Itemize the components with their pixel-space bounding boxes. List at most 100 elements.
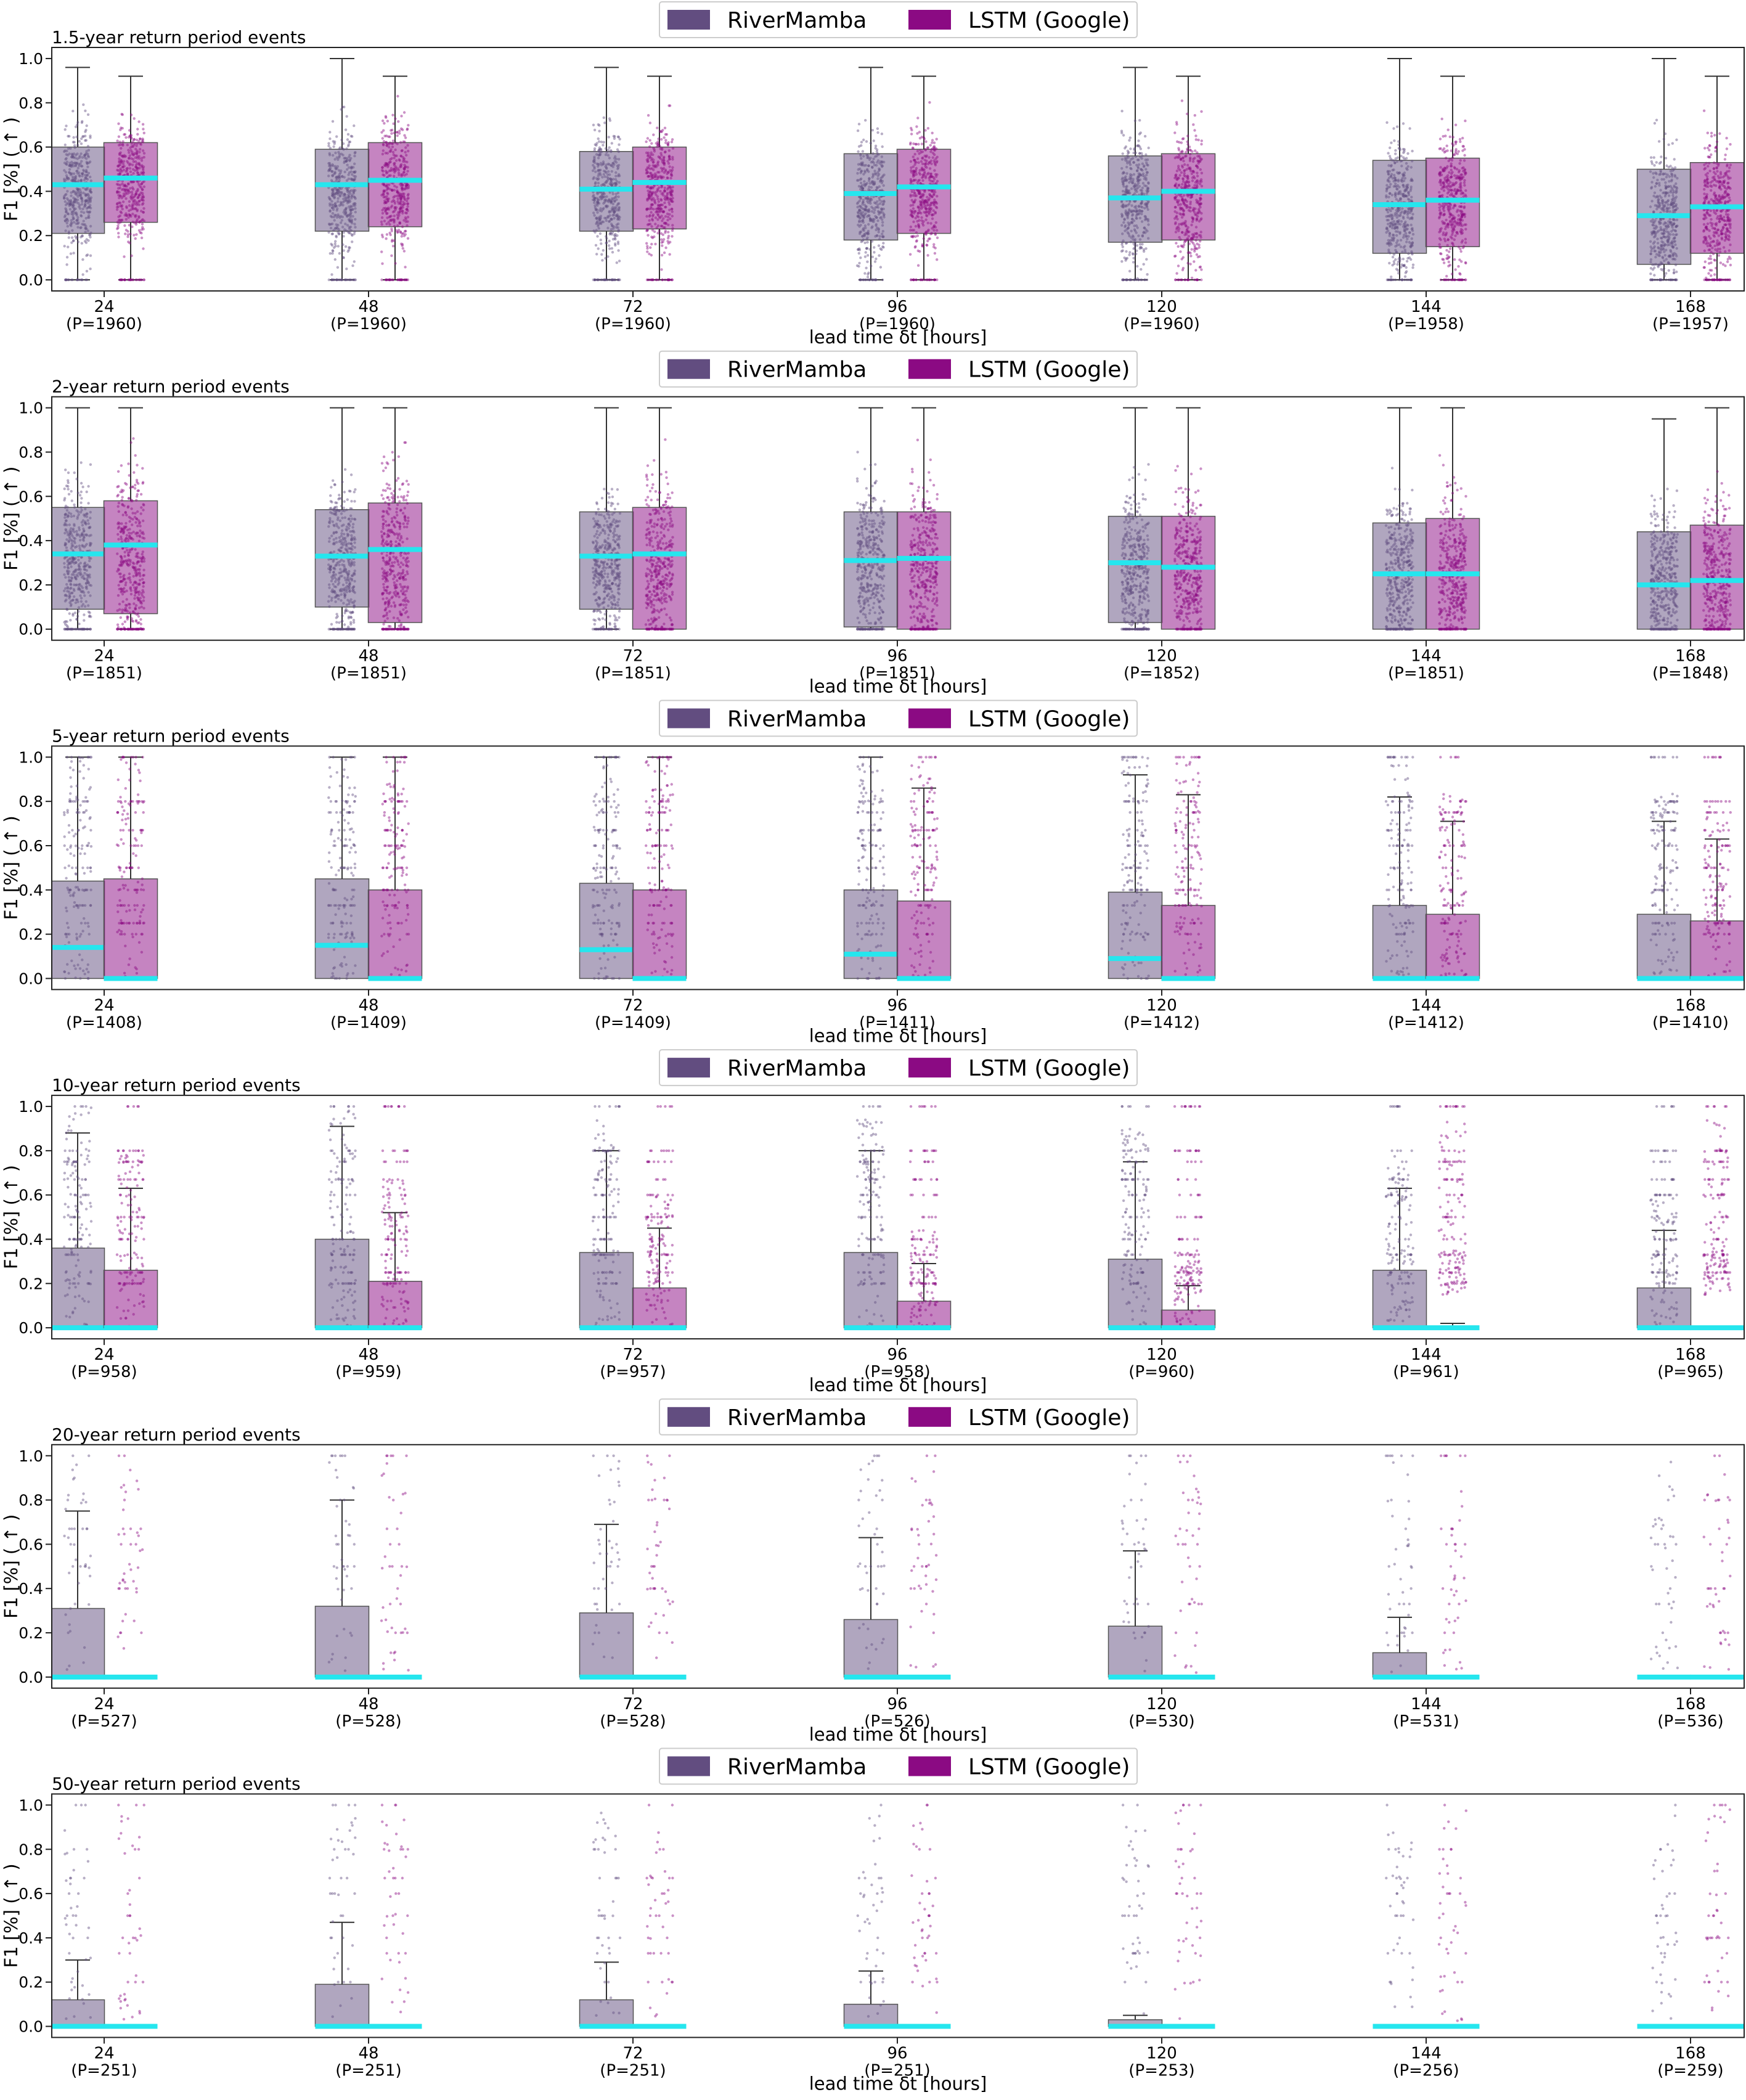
data-point xyxy=(1180,207,1182,210)
data-point xyxy=(1441,118,1443,120)
data-point xyxy=(1400,179,1402,182)
data-point xyxy=(327,145,330,147)
data-point xyxy=(664,142,667,144)
data-point xyxy=(654,243,656,245)
y-tick-label: 1.0 xyxy=(18,50,43,68)
data-point xyxy=(65,263,68,266)
data-point xyxy=(667,279,669,281)
data-point xyxy=(595,244,597,247)
data-point xyxy=(1140,147,1142,150)
data-point xyxy=(926,201,928,203)
data-point xyxy=(1189,170,1192,172)
data-point xyxy=(126,144,129,146)
data-point xyxy=(1125,186,1127,188)
data-point xyxy=(396,200,399,203)
data-point xyxy=(1193,244,1196,247)
data-point xyxy=(332,154,334,157)
data-point xyxy=(141,192,144,194)
data-point xyxy=(327,231,330,234)
data-point xyxy=(670,190,672,193)
data-point xyxy=(912,279,914,281)
data-point xyxy=(332,250,334,252)
data-point xyxy=(1144,158,1147,161)
data-point xyxy=(909,195,912,197)
data-point xyxy=(657,205,659,207)
data-point xyxy=(671,224,674,226)
data-point xyxy=(595,216,598,219)
data-point xyxy=(1463,179,1466,181)
data-point xyxy=(1453,239,1456,241)
data-point xyxy=(65,193,67,195)
data-point xyxy=(123,169,125,171)
data-point xyxy=(132,188,134,190)
data-point xyxy=(383,200,386,202)
data-point xyxy=(1195,226,1197,228)
y-axis-label: F1 [%] ( ↑ ) xyxy=(1,117,22,221)
data-point xyxy=(354,151,356,153)
data-point xyxy=(385,116,387,119)
data-point xyxy=(1389,225,1391,227)
data-point xyxy=(336,226,338,228)
data-point xyxy=(67,213,70,215)
data-point xyxy=(133,181,135,183)
data-point xyxy=(72,239,75,242)
data-point xyxy=(928,237,930,240)
data-point xyxy=(668,158,671,160)
data-point xyxy=(87,145,89,147)
data-point xyxy=(667,144,669,146)
data-point xyxy=(873,209,876,211)
data-point xyxy=(390,255,393,257)
data-point xyxy=(337,158,339,161)
data-point xyxy=(1393,161,1396,164)
data-point xyxy=(1448,250,1450,253)
data-point xyxy=(1143,178,1146,180)
data-point xyxy=(877,206,879,208)
data-point xyxy=(857,215,860,218)
data-point xyxy=(1145,161,1148,164)
data-point xyxy=(1188,209,1190,211)
data-point xyxy=(348,219,351,221)
data-point xyxy=(1174,221,1177,224)
data-point xyxy=(403,250,406,252)
data-point xyxy=(128,224,131,226)
data-point xyxy=(1186,200,1188,203)
data-point xyxy=(87,113,89,116)
data-point xyxy=(134,148,137,150)
data-point xyxy=(123,224,126,227)
data-point xyxy=(656,188,659,190)
data-point xyxy=(143,152,145,155)
data-point xyxy=(655,208,658,210)
data-point xyxy=(396,224,399,227)
data-point xyxy=(1181,99,1183,102)
data-point xyxy=(142,149,144,152)
data-point xyxy=(390,132,393,134)
data-point xyxy=(386,192,388,194)
data-point xyxy=(337,266,339,269)
data-point xyxy=(335,223,338,226)
data-point xyxy=(645,215,648,218)
data-point xyxy=(391,230,393,232)
data-point xyxy=(663,171,666,174)
data-point xyxy=(656,126,658,129)
data-point xyxy=(75,194,78,196)
data-point xyxy=(345,268,348,270)
data-point xyxy=(73,144,76,147)
data-point xyxy=(128,242,131,244)
data-point xyxy=(391,239,393,241)
data-point xyxy=(879,180,881,182)
data-point xyxy=(340,108,343,110)
data-point xyxy=(397,120,399,123)
data-point xyxy=(1127,150,1129,152)
data-point xyxy=(1407,252,1409,255)
data-point xyxy=(81,172,83,174)
data-point xyxy=(83,220,85,223)
data-point xyxy=(80,197,83,200)
data-point xyxy=(1181,198,1183,200)
data-point xyxy=(592,211,595,214)
data-point xyxy=(406,220,409,223)
data-point xyxy=(605,242,607,244)
data-point xyxy=(912,147,914,149)
data-point xyxy=(1400,220,1403,223)
data-point xyxy=(608,279,611,281)
